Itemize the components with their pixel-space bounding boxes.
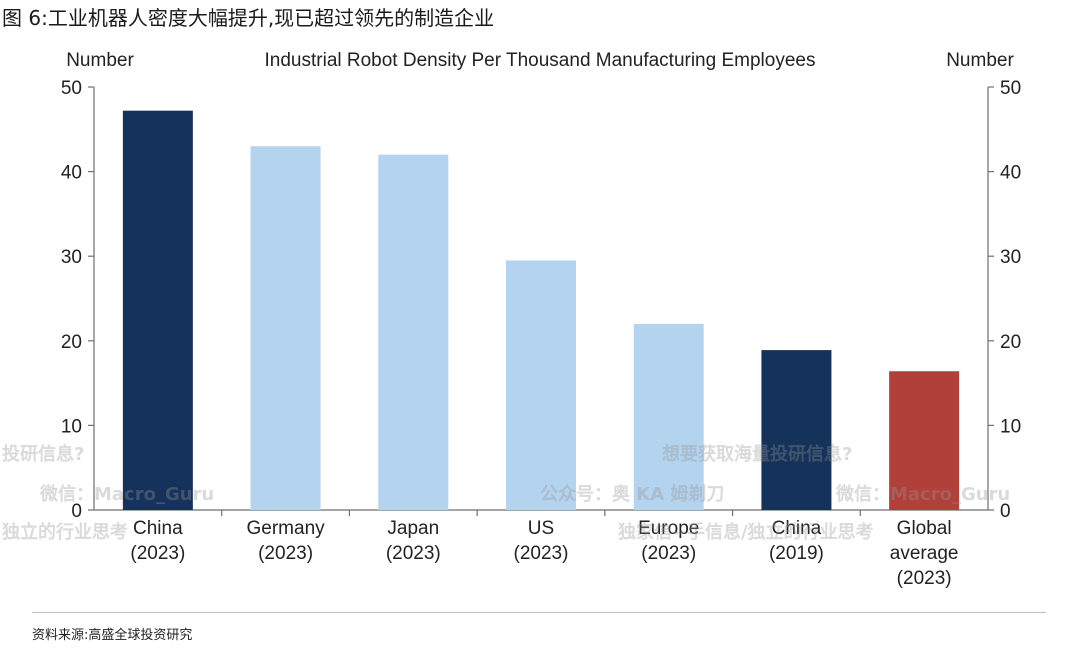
x-tick-label: (2023) [258,543,313,564]
x-tick-label: (2023) [130,543,185,564]
bar [378,154,449,510]
watermark: 想要获取海量投研信息? [662,444,853,465]
plot-area: 0 0 10 10 20 20 30 30 40 40 50 50 China (2023) Germany… [61,78,1021,589]
y-tick-label-left: 20 [61,332,82,353]
y-tick-label-right: 0 [1000,501,1011,522]
y-tick-label-right: 40 [1000,163,1021,184]
watermark: 微信：Macro_Guru [40,484,215,505]
x-tick-label: (2023) [386,543,441,564]
watermark: 公众号：奥 KA 姆剃刀 [540,484,725,505]
x-tick-label: Europe [638,518,699,539]
x-tick-label: Japan [387,518,439,539]
figure-title: 图 6:工业机器人密度大幅提升,现已超过领先的制造企业 [2,6,495,30]
x-tick-label: China [133,518,183,539]
bar [506,260,576,510]
y-tick-label-right: 30 [1000,247,1021,268]
x-tick-label: (2019) [769,543,824,564]
y-tick-label-right: 20 [1000,332,1021,353]
y-tick-label-right: 50 [1000,78,1021,99]
watermark: 微信：Macro_Guru [836,484,1011,505]
y-tick-label-left: 40 [61,163,82,184]
chart-title: Industrial Robot Density Per Thousand Ma… [265,50,816,71]
y-tick-label-right: 10 [1000,416,1021,437]
bar [250,146,321,510]
x-tick-label: (2023) [641,543,696,564]
y-axis-label-left: Number [66,50,134,71]
x-tick-label: US [528,518,554,539]
watermark: 投研信息? [2,444,85,465]
x-tick-label: Global [897,518,952,539]
x-tick-label: (2023) [897,568,952,589]
y-tick-label-left: 0 [71,501,82,522]
x-tick-label: (2023) [514,543,569,564]
bar [633,323,704,510]
chart: Industrial Robot Density Per Thousand Ma… [61,50,1021,589]
watermark: 独立的行业思考 [2,522,128,543]
x-tick-label: average [890,543,959,564]
y-axis-label-right: Number [946,50,1014,71]
bar [889,371,960,510]
watermark: 独家信--手信息/独立的行业思考 [618,522,874,543]
source-note: 资料来源:高盛全球投资研究 [32,628,193,643]
bar [761,350,832,510]
x-tick-label: China [772,518,822,539]
y-tick-label-left: 10 [61,416,82,437]
y-tick-label-left: 30 [61,247,82,268]
bar [122,110,193,511]
source-divider [32,612,1046,613]
x-tick-label: Germany [247,518,326,539]
y-tick-label-left: 50 [61,78,82,99]
